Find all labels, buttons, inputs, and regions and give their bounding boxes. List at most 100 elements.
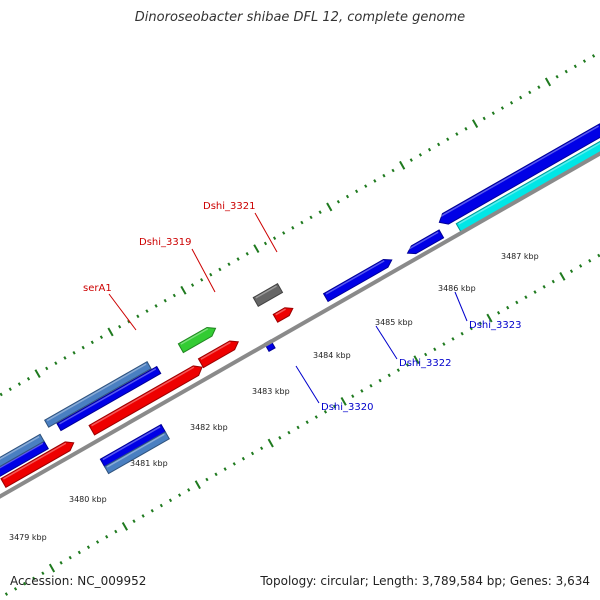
gene-label: Dshi_3323 [469, 320, 521, 331]
tick-mark [241, 456, 246, 461]
tick-mark [396, 368, 400, 372]
tick-mark [260, 446, 264, 451]
tick-mark [282, 231, 286, 235]
tick-mark [387, 373, 391, 378]
tick-mark [172, 293, 176, 298]
tick-mark [263, 241, 268, 246]
gene-feature-blue [406, 229, 445, 255]
gene-feature-highlight [0, 436, 40, 460]
tick-mark [278, 436, 282, 440]
genome-backbone [0, 151, 600, 499]
map-title: Dinoroseobacter shibae DFL 12, complete … [134, 10, 466, 25]
gene-feature-highlight [200, 341, 231, 360]
gene-feature-gray [252, 283, 284, 307]
gene-feature-green [177, 326, 217, 354]
tick-mark [500, 106, 505, 110]
tick-mark [305, 420, 309, 425]
backbone-line [0, 151, 600, 499]
scale-label: 3486 kbp [438, 284, 476, 293]
tick-mark [364, 184, 368, 188]
gene-feature-highlight [180, 328, 209, 345]
gene-feature-blue [438, 123, 600, 225]
tick-mark [150, 508, 154, 513]
tick-mark [515, 300, 519, 305]
gene-label: serA1 [83, 283, 112, 294]
gene-feature-red [0, 441, 75, 488]
tick-mark [378, 378, 382, 383]
tick-mark [528, 90, 532, 95]
tick-mark [555, 74, 559, 79]
tick-mark [544, 77, 552, 87]
tick-mark [145, 309, 149, 313]
tick-mark [180, 285, 187, 295]
tick-mark [114, 529, 118, 534]
scale-label: 3481 kbp [130, 459, 168, 468]
tick-mark [351, 394, 355, 398]
tick-mark [223, 467, 227, 471]
gene-labels: serA1 Dshi_3319 Dshi_3321 Dshi_3320 Dshi_332… [83, 201, 521, 413]
tick-mark [63, 356, 67, 360]
gene-label: Dshi_3320 [321, 402, 373, 413]
tick-mark [68, 555, 72, 560]
tick-mark [163, 298, 167, 303]
gene-feature-highlight [3, 442, 67, 480]
lower-tick-ring [4, 253, 600, 596]
tick-mark [296, 425, 300, 430]
tick-mark [267, 438, 274, 448]
gene-feature-highlight [325, 260, 385, 295]
tick-mark [519, 95, 523, 100]
tick-mark [121, 521, 129, 531]
tick-mark [478, 321, 482, 326]
tick-mark [13, 587, 18, 591]
gene-label: Dshi_3319 [139, 237, 191, 248]
tick-mark [194, 480, 201, 490]
tick-mark [99, 335, 104, 339]
tick-mark [332, 404, 337, 409]
tick-mark [524, 295, 528, 300]
tick-mark [41, 571, 45, 576]
tick-mark [336, 199, 340, 204]
gene-feature-highlight [46, 363, 147, 422]
tick-mark [177, 493, 182, 497]
tick-mark [569, 269, 574, 273]
tick-mark [559, 271, 566, 281]
accession-text: Accession: NC_009952 [10, 574, 147, 588]
tick-mark [200, 278, 204, 282]
tick-mark [105, 534, 109, 539]
tick-mark [491, 111, 495, 116]
tick-mark [132, 519, 136, 523]
tick-mark [232, 462, 236, 466]
gene-feature-highlight [458, 142, 600, 225]
tick-mark [455, 132, 459, 136]
scale-label: 3483 kbp [252, 387, 290, 396]
tick-mark [0, 392, 3, 397]
gene-feature-blue [56, 365, 162, 432]
label-leader-line [254, 212, 278, 253]
scale-labels: 3479 kbp 3480 kbp 3481 kbp 3482 kbp 3483 kbp… [9, 252, 539, 542]
tick-mark [54, 361, 58, 365]
tick-mark [209, 272, 213, 277]
tick-mark [326, 202, 333, 212]
tick-mark [187, 488, 191, 492]
scale-label: 3487 kbp [501, 252, 539, 261]
tick-mark [469, 326, 473, 331]
tick-mark [253, 244, 260, 254]
tick-mark [399, 160, 406, 170]
tick-mark [107, 327, 114, 337]
tick-mark [373, 179, 377, 183]
tick-mark [340, 396, 347, 406]
scale-label: 3484 kbp [313, 351, 351, 360]
tick-mark [424, 352, 428, 357]
tick-mark [205, 477, 209, 482]
tick-mark [427, 147, 432, 152]
tick-mark [451, 337, 455, 341]
gene-feature-highlight [0, 442, 44, 469]
tick-mark [437, 142, 441, 147]
tick-mark [460, 331, 464, 336]
tick-mark [573, 64, 577, 69]
tick-mark [409, 158, 413, 162]
gene-feature-steelblue [44, 361, 152, 428]
tick-mark [588, 258, 592, 263]
scale-label: 3480 kbp [69, 495, 107, 504]
tick-mark [86, 545, 91, 550]
